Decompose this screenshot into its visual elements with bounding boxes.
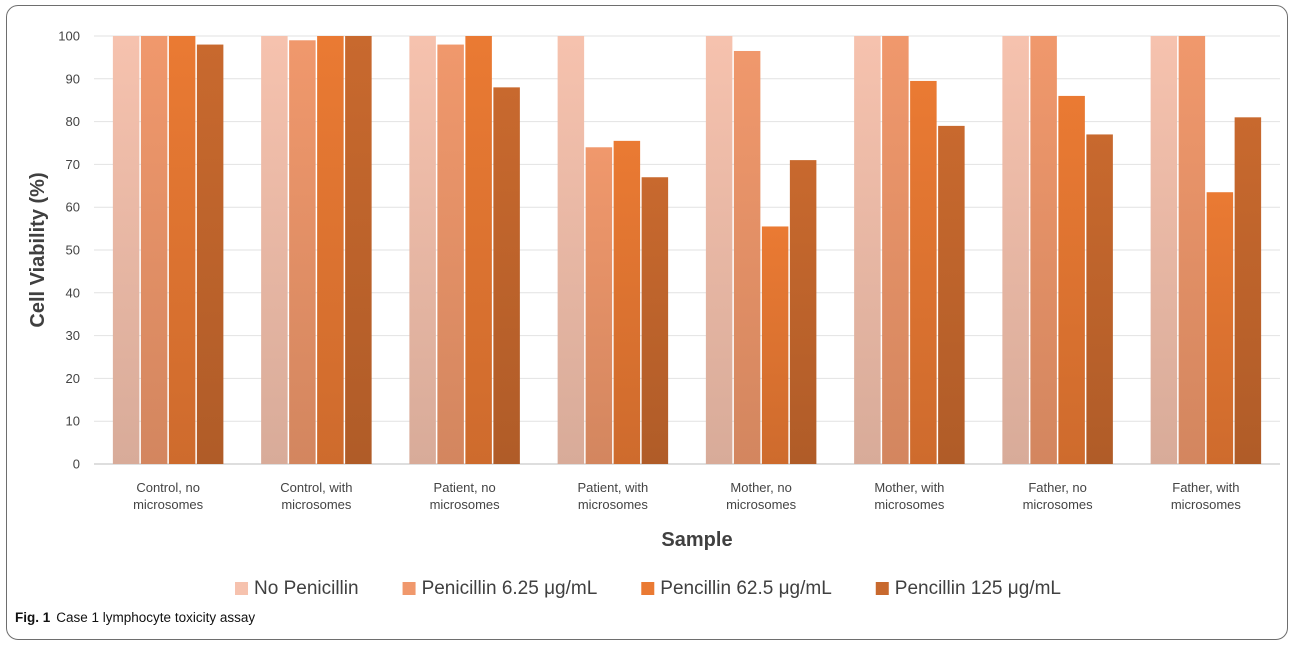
bar (196, 44, 224, 465)
bar (168, 36, 196, 464)
y-tick-label: 20 (66, 371, 80, 386)
x-tick-label: Mother, with microsomes (874, 480, 945, 512)
bar (437, 44, 464, 465)
y-tick-label: 60 (66, 200, 80, 215)
bar (641, 177, 669, 465)
x-tick-label-line: microsomes (281, 497, 352, 512)
bar (493, 87, 520, 465)
bar (1058, 95, 1085, 465)
bar (261, 36, 288, 464)
caption-text: Case 1 lymphocyte toxicity assay (56, 610, 256, 625)
bar (1206, 192, 1234, 464)
x-tick-label: Mother, no microsomes (726, 480, 797, 512)
x-tick-label-line: Patient, with (577, 480, 648, 495)
bar (1178, 36, 1206, 464)
x-tick-label: Patient, with microsomes (577, 480, 648, 512)
legend-label: Pencillin 62.5 μg/mL (660, 578, 831, 599)
y-tick-label: 70 (66, 157, 80, 172)
x-tick-label-line: microsomes (726, 497, 797, 512)
bar (557, 36, 585, 464)
x-tick-label-line: Mother, no (730, 480, 791, 495)
figure-caption: Fig. 1 Case 1 lymphocyte toxicity assay (15, 610, 255, 625)
bar (140, 36, 168, 464)
bar (733, 50, 761, 464)
legend-label: Penicillin 6.25 μg/mL (422, 578, 598, 599)
bar (1150, 36, 1178, 464)
y-tick-label: 0 (73, 457, 80, 472)
bar (613, 140, 641, 465)
x-tick-label-line: Control, with (280, 480, 352, 495)
bar (289, 40, 316, 464)
y-tick-label: 100 (58, 29, 80, 44)
x-tick-label-line: Mother, with (874, 480, 944, 495)
y-tick-label: 30 (66, 328, 80, 343)
y-tick-label: 90 (66, 71, 80, 86)
bar (1234, 117, 1262, 464)
x-tick-label: Control, with microsomes (280, 480, 352, 512)
bar (585, 147, 613, 464)
bar (409, 36, 436, 464)
y-axis-title: Cell Viability (%) (27, 172, 49, 327)
bar (938, 125, 965, 464)
legend-swatch (641, 582, 655, 595)
legend-swatch (402, 582, 416, 595)
legend-label: Pencillin 125 μg/mL (895, 578, 1061, 599)
bar (317, 36, 344, 464)
x-tick-label: Father, no microsomes (1023, 480, 1094, 512)
x-tick-label: Control, no microsomes (133, 480, 204, 512)
caption-label: Fig. 1 (15, 610, 51, 625)
x-tick-label-line: microsomes (578, 497, 649, 512)
legend-swatch (235, 582, 249, 595)
x-tick-label: Patient, no microsomes (430, 480, 501, 512)
x-tick-label: Father, with microsomes (1171, 480, 1242, 512)
bar (854, 36, 881, 464)
x-tick-label-line: microsomes (430, 497, 501, 512)
legend-label: No Penicillin (254, 578, 359, 599)
legend-swatch (875, 582, 889, 595)
x-tick-label-line: Father, with (1172, 480, 1239, 495)
x-tick-label-line: microsomes (133, 497, 204, 512)
bar (112, 36, 140, 464)
bar (761, 226, 789, 464)
y-tick-label: 80 (66, 114, 80, 129)
x-tick-label-line: microsomes (874, 497, 945, 512)
bar (1030, 36, 1057, 464)
bar (882, 36, 909, 464)
bar (705, 36, 733, 464)
x-tick-label-line: Father, no (1028, 480, 1087, 495)
bar (465, 36, 492, 464)
y-tick-label: 40 (66, 285, 80, 300)
bar (910, 80, 937, 464)
y-tick-label: 50 (66, 243, 80, 258)
x-tick-label-line: Patient, no (434, 480, 496, 495)
x-tick-label-line: Control, no (136, 480, 200, 495)
bar (1002, 36, 1029, 464)
y-tick-label: 10 (66, 414, 80, 429)
bar (345, 36, 372, 464)
x-axis-title: Sample (661, 529, 732, 551)
bar (1086, 134, 1113, 464)
x-tick-label-line: microsomes (1023, 497, 1094, 512)
bar (789, 160, 817, 464)
x-tick-label-line: microsomes (1171, 497, 1242, 512)
